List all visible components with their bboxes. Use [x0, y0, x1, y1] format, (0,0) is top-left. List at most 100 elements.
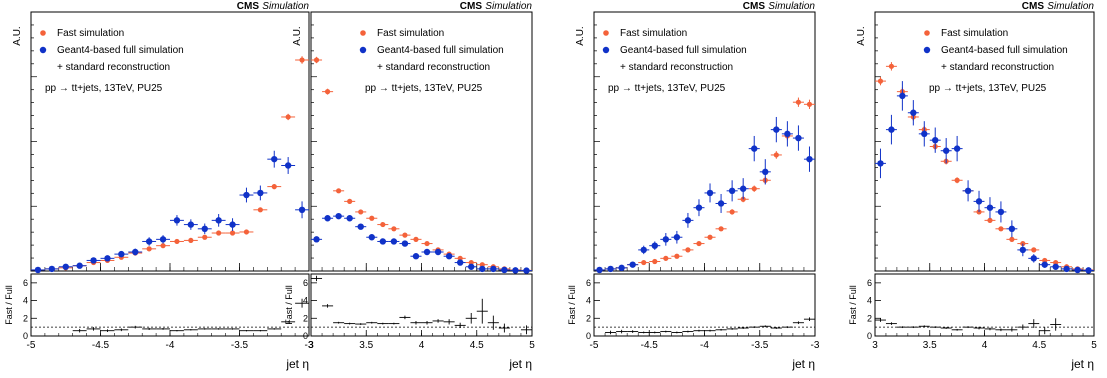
data-point	[629, 261, 636, 268]
data-point	[243, 229, 250, 235]
data-point	[412, 253, 420, 260]
ratio-y-tick-label: 6	[586, 278, 591, 288]
data-point	[729, 209, 735, 215]
data-point	[795, 134, 802, 142]
data-point	[1008, 225, 1016, 232]
data-point	[640, 246, 647, 254]
x-tick-label: 4.5	[1032, 340, 1046, 351]
data-point	[456, 259, 464, 266]
x-tick-label: -3.5	[231, 340, 249, 351]
data-point	[997, 208, 1005, 216]
x-tick-label: 5	[529, 340, 535, 351]
data-point	[257, 207, 263, 213]
data-point	[932, 136, 939, 144]
data-point	[284, 162, 292, 169]
simulation-label: Simulation	[262, 1, 309, 12]
data-point	[479, 265, 486, 273]
x-tick-label: -3.5	[751, 340, 769, 351]
x-tick-label: -4	[166, 340, 175, 351]
data-point	[998, 226, 1004, 232]
data-point	[696, 240, 702, 247]
legend-marker-fast	[360, 30, 366, 36]
ratio-y-tick-label: 2	[867, 313, 872, 323]
x-axis-label: jet η	[285, 357, 309, 371]
data-point	[641, 259, 647, 266]
x-tick-label: -4	[700, 340, 709, 351]
panel-2: CMS Simulation A.U. Fast / Full 0 2 4 6 3 3.5 4 4.5…	[284, 1, 535, 371]
x-tick-label: 3	[308, 340, 314, 351]
legend-marker-full	[39, 46, 47, 54]
data-point	[104, 255, 111, 262]
data-point	[336, 188, 342, 194]
y-axis-label: A.U.	[856, 26, 867, 45]
data-point	[379, 238, 387, 245]
data-point	[424, 240, 430, 247]
data-point	[773, 152, 779, 158]
data-point	[229, 230, 236, 236]
data-point	[357, 223, 364, 230]
data-point	[1019, 246, 1027, 254]
ratio-y-axis-label: Fast / Full	[848, 285, 858, 325]
data-point	[954, 177, 960, 183]
x-axis-label: jet η	[508, 357, 532, 371]
x-tick-label: -5	[590, 340, 599, 351]
data-point	[806, 155, 813, 163]
data-point	[160, 243, 166, 249]
data-point	[1031, 247, 1037, 253]
data-point	[618, 264, 625, 272]
data-point	[423, 248, 431, 256]
data-point	[380, 221, 386, 228]
data-point	[1052, 263, 1059, 270]
data-point	[877, 160, 884, 167]
data-point	[132, 248, 139, 256]
x-tick-label: 3.5	[923, 340, 937, 351]
legend-label-fast: Fast simulation	[620, 28, 687, 39]
series-full	[594, 116, 815, 274]
data-point	[512, 267, 519, 274]
cms-label: CMS	[460, 1, 483, 12]
simulation-label: Simulation	[485, 1, 532, 12]
legend-label-full-line2: + standard reconstruction	[57, 62, 170, 73]
data-point	[739, 185, 747, 192]
ratio-y-axis-label: Fast / Full	[567, 285, 577, 325]
legend-process: pp → tt+jets, 13TeV, PU25	[365, 83, 483, 94]
data-point	[118, 250, 125, 258]
data-point	[368, 234, 375, 241]
data-point	[674, 253, 680, 259]
ratio-y-tick-label: 0	[586, 331, 591, 341]
ratio-y-tick-label: 4	[586, 296, 591, 306]
data-point	[324, 89, 331, 95]
legend-label-full: Geant4-based full simulation	[620, 45, 747, 56]
data-point	[685, 247, 691, 253]
ratio-y-tick-label: 2	[586, 313, 591, 323]
data-point	[501, 266, 508, 274]
data-point	[751, 186, 757, 192]
ratio-y-axis-label: Fast / Full	[4, 285, 14, 325]
panel-3: CMS Simulation A.U. Fast / Full 0 2 4 6 -5 -4.5 -4…	[567, 1, 820, 371]
data-point	[888, 126, 895, 133]
panel-1: CMS Simulation A.U. Fast / Full 0 2 4 6 -5 -4.5 -4…	[4, 1, 314, 371]
data-point	[1074, 266, 1081, 274]
data-point	[899, 92, 906, 100]
x-tick-label: 3.5	[359, 340, 373, 351]
data-point	[243, 191, 250, 199]
data-point	[146, 246, 152, 252]
data-point	[718, 226, 724, 232]
data-point	[90, 257, 97, 264]
data-point	[346, 215, 353, 222]
data-point	[1063, 265, 1070, 273]
legend-marker-full	[923, 46, 931, 54]
x-tick-label: -5	[27, 340, 36, 351]
x-axis-label: jet η	[1070, 357, 1094, 371]
data-point	[1009, 236, 1015, 242]
x-tick-label: 4	[982, 340, 988, 351]
data-point	[299, 57, 305, 63]
data-point	[910, 109, 917, 116]
data-point	[888, 63, 895, 69]
data-point	[651, 242, 658, 249]
legend-marker-full	[359, 46, 367, 54]
series-full	[311, 212, 532, 274]
data-point	[413, 236, 419, 242]
data-point	[285, 114, 291, 120]
